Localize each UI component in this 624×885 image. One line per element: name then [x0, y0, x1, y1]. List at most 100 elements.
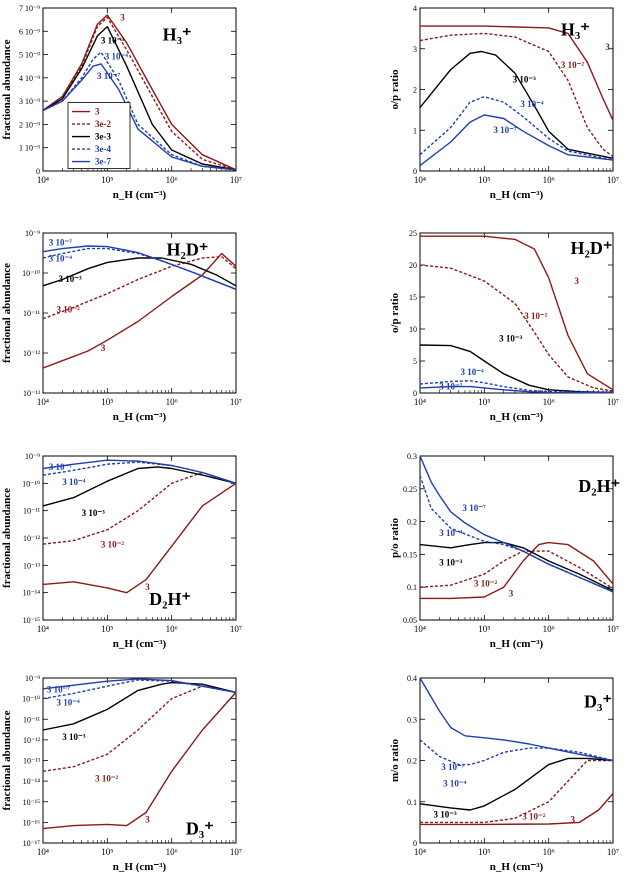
- y-tick-label: 6 10⁻⁹: [19, 27, 40, 36]
- series-line-3e-7: [42, 63, 237, 171]
- y-tick-label: 0: [413, 167, 417, 176]
- series-line-3: [42, 482, 237, 594]
- legend-box: [67, 102, 131, 169]
- series-annotation: 3: [605, 42, 610, 52]
- series-annotation: 3: [145, 582, 150, 592]
- legend-label: 3: [95, 107, 100, 117]
- series-line-3e-3: [419, 344, 614, 394]
- y-tick-label: 0: [36, 167, 40, 176]
- x-axis-label: n_H (cm⁻³): [113, 411, 167, 423]
- series-annotation: 3 10⁻⁴: [57, 697, 81, 707]
- y-tick-label: 15: [409, 293, 417, 302]
- x-tick-label: 10⁴: [414, 397, 426, 407]
- species-title: H₃⁺: [561, 20, 590, 40]
- series-line-3e-2: [419, 32, 614, 158]
- x-tick-label: 10⁵: [101, 847, 113, 857]
- species-title: D₂H⁺: [149, 589, 191, 609]
- y-tick-label: 10⁻¹⁰: [22, 695, 40, 704]
- legend-label: 3e-3: [95, 132, 111, 142]
- x-tick-label: 10⁷: [607, 175, 619, 185]
- y-tick-label: 2: [413, 86, 417, 95]
- series-line-3: [420, 793, 614, 826]
- y-tick-label: 4: [413, 4, 417, 13]
- series-line-3e-2: [42, 256, 237, 320]
- series-line-3e-2: [420, 759, 613, 824]
- x-axis-label: n_H (cm⁻³): [113, 638, 167, 650]
- x-tick-label: 10⁴: [37, 397, 49, 407]
- series-line-3e-2: [42, 16, 237, 171]
- series-line-3: [42, 691, 237, 830]
- series-line-3e-4: [419, 95, 614, 161]
- series-line-3e-2: [419, 264, 614, 392]
- y-tick-label: 2 10⁻⁹: [19, 120, 40, 129]
- y-tick-label: 10⁻¹⁷: [23, 839, 41, 848]
- x-tick-label: 10⁷: [230, 175, 242, 185]
- series-line-3e-7: [42, 459, 237, 484]
- species-title: H₂D⁺: [167, 239, 209, 259]
- series-annotation: 3 10⁻³: [434, 810, 458, 820]
- x-tick-label: 10⁵: [478, 397, 490, 407]
- y-tick-label: 10⁻¹¹: [23, 507, 41, 516]
- series-annotation: 3 10⁻⁴: [62, 477, 86, 487]
- series-annotation: 3 10⁻⁷: [493, 125, 517, 135]
- legend-label: 3e-2: [95, 119, 111, 129]
- x-tick-label: 10⁶: [543, 624, 555, 634]
- series-annotation: 3: [574, 276, 579, 286]
- series-annotation: 3: [120, 13, 125, 23]
- series-annotation: 3 10⁻²: [474, 579, 498, 589]
- panel-p6: 10⁴ 10⁵ 10⁶ 10⁷ 0.05 0.1 0.15 0.2 0.25 0.3 n_H (cm…: [389, 452, 620, 650]
- series-annotation: 3 10⁻³: [82, 508, 106, 518]
- series-annotation: 3 10⁻³: [101, 35, 125, 45]
- x-tick-label: 10⁷: [230, 624, 242, 634]
- x-tick-label: 10⁵: [101, 175, 113, 185]
- y-tick-label: 0.2: [407, 757, 417, 766]
- y-axis-label: fractional abundance: [1, 488, 13, 588]
- x-axis-label: n_H (cm⁻³): [490, 189, 544, 201]
- series-line-3: [420, 25, 614, 121]
- series-line-3e-7: [42, 245, 237, 290]
- panel-p7: 10⁴ 10⁵ 10⁶ 10⁷ 10⁻¹⁷ 10⁻¹⁶ 10⁻¹⁵ 10⁻¹⁴ 10⁻¹³ 10⁻…: [1, 674, 242, 873]
- series-line-3e-4: [419, 739, 614, 766]
- series-line-3e-7: [419, 455, 614, 593]
- series-annotation: 3 10⁻⁷: [47, 684, 71, 694]
- y-tick-label: 10⁻¹¹: [23, 715, 41, 724]
- x-tick-label: 10⁵: [478, 175, 490, 185]
- series-annotation: 3 10⁻³: [513, 74, 537, 84]
- x-tick-label: 10⁷: [607, 624, 619, 634]
- series-annotation: 3 10⁻²: [561, 60, 585, 70]
- species-title: H₃⁺: [163, 24, 192, 44]
- y-tick-label: 10⁻¹³: [23, 561, 41, 570]
- series-annotation: 3 10⁻⁴: [439, 528, 463, 538]
- y-tick-label: 0.1: [407, 798, 417, 807]
- y-tick-label: 0.05: [403, 616, 417, 625]
- series-annotation: 3 10⁻⁴: [461, 367, 485, 377]
- y-tick-label: 10⁻⁹: [25, 229, 40, 238]
- y-tick-label: 10⁻¹²: [23, 349, 41, 358]
- x-tick-label: 10⁶: [166, 624, 178, 634]
- series-line-3e-4: [419, 380, 614, 394]
- y-tick-label: 10⁻⁹: [25, 674, 40, 683]
- y-tick-label: 10⁻⁹: [25, 452, 40, 461]
- y-tick-label: 10⁻¹⁵: [23, 798, 41, 807]
- y-tick-label: 25: [409, 229, 417, 238]
- series-annotation: 3 10⁻²: [524, 311, 548, 321]
- x-tick-label: 10⁵: [101, 624, 113, 634]
- y-tick-label: 10⁻¹⁰: [22, 479, 40, 488]
- y-tick-label: 10⁻¹¹: [23, 309, 41, 318]
- x-tick-label: 10⁷: [607, 847, 619, 857]
- species-title: D₂H⁺: [578, 476, 620, 496]
- y-tick-label: 10⁻¹⁰: [22, 269, 40, 278]
- series-annotation: 3 10⁻⁷: [49, 237, 73, 247]
- y-tick-label: 0.2: [407, 518, 417, 527]
- plot-frame: [42, 7, 237, 172]
- y-tick-label: 20: [409, 261, 417, 270]
- panel-p8: 10⁴ 10⁵ 10⁶ 10⁷ 0 0.1 0.2 0.3 0.4 n_H (cm⁻³) m/o r…: [389, 674, 619, 873]
- x-tick-label: 10⁴: [414, 624, 426, 634]
- y-tick-label: 0.25: [403, 485, 417, 494]
- series-line-3e-7: [419, 385, 614, 394]
- x-tick-label: 10⁷: [230, 397, 242, 407]
- x-axis-label: n_H (cm⁻³): [113, 189, 167, 201]
- series-annotation: 3 10⁻³: [58, 274, 82, 284]
- x-axis-label: n_H (cm⁻³): [490, 638, 544, 650]
- panel-p5: 10⁴ 10⁵ 10⁶ 10⁷ 10⁻¹⁵ 10⁻¹⁴ 10⁻¹³ 10⁻¹² 10⁻¹¹ 10⁻…: [1, 452, 242, 650]
